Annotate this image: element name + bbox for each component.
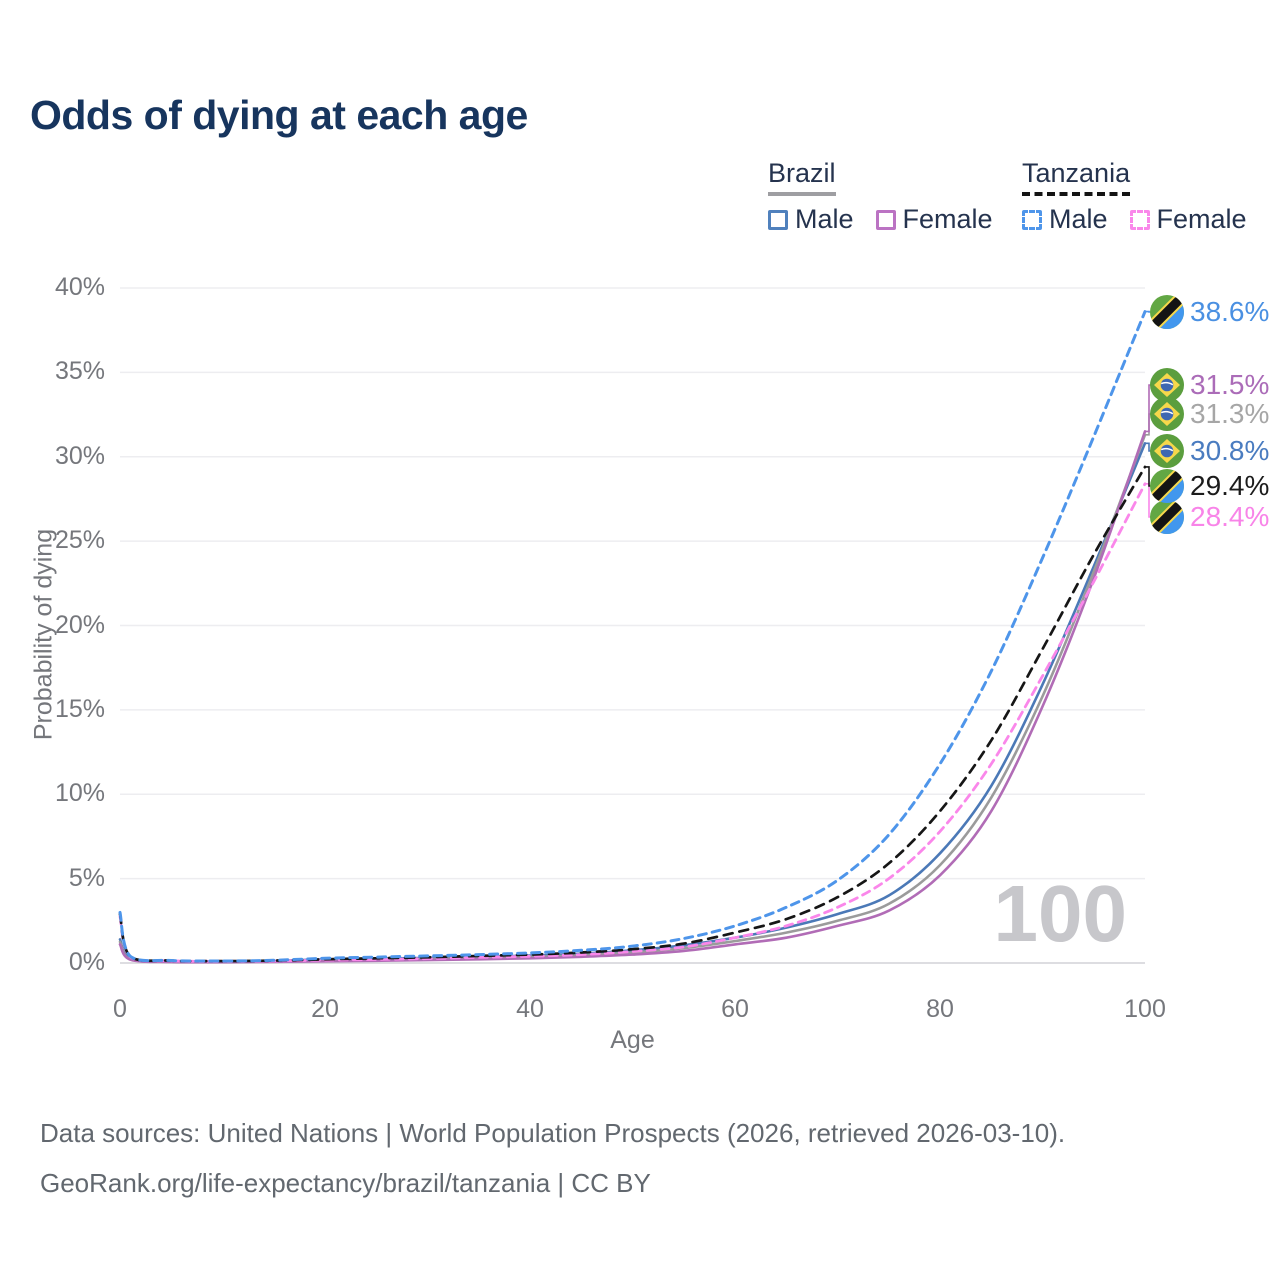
end-label-value: 38.6% (1190, 296, 1270, 327)
tanzania-flag-icon (1150, 500, 1184, 534)
y-tick-label: 25% (54, 526, 105, 555)
legend-item-brazil-female[interactable]: Female (875, 204, 993, 235)
brazil-male-swatch-icon (768, 209, 788, 230)
legend-item-brazil-male[interactable]: Male (768, 204, 854, 235)
end-label-value: 31.5% (1190, 369, 1270, 400)
y-tick-label: 35% (54, 357, 105, 386)
footer-attribution: GeoRank.org/life-expectancy/brazil/tanza… (40, 1168, 651, 1198)
y-tick-label: 40% (54, 273, 105, 301)
x-tick-label: 0 (113, 995, 127, 1023)
legend-item-label: Male (795, 204, 854, 234)
end-label-brazil-total: 31.3% (1150, 397, 1269, 431)
x-tick-label: 60 (721, 995, 749, 1023)
y-tick-label: 30% (54, 441, 105, 470)
series-line-tanzania-male (118, 310, 1147, 963)
tanzania-flag-icon (1150, 295, 1184, 329)
footer-sources: Data sources: United Nations | World Pop… (40, 1118, 1066, 1148)
end-label-tanzania-male: 38.6% (1150, 295, 1269, 329)
legend-item-label: Female (902, 204, 993, 234)
legend-item-tanzania-male[interactable]: Male (1022, 204, 1108, 235)
page-title: Odds of dying at each age (30, 92, 528, 138)
end-label-brazil-male: 30.8% (1150, 434, 1269, 468)
y-tick-label: 5% (68, 863, 105, 892)
legend-group-tanzania: Tanzania Male Female (1022, 158, 1269, 235)
x-tick-label: 20 (311, 995, 339, 1023)
x-tick-label: 80 (926, 995, 954, 1023)
legend-country-tanzania: Tanzania (1022, 158, 1131, 196)
y-tick-label: 15% (54, 694, 105, 723)
legend-item-label: Female (1156, 204, 1247, 234)
end-label-value: 31.3% (1190, 398, 1270, 429)
brazil-flag-icon (1150, 368, 1184, 402)
legend-group-brazil: Brazil Male Female (768, 158, 1015, 235)
end-label-tanzania-total: 29.4% (1150, 469, 1269, 503)
y-tick-label: 10% (54, 779, 105, 808)
end-label-value: 28.4% (1190, 501, 1270, 532)
tanzania-flag-icon (1150, 469, 1184, 503)
end-label-value: 30.8% (1190, 435, 1270, 466)
legend: Brazil Male Female Tanzania Male (0, 158, 1280, 238)
legend-item-label: Male (1049, 204, 1108, 234)
x-tick-label: 100 (1124, 995, 1166, 1023)
brazil-flag-icon (1150, 434, 1184, 468)
end-label-brazil-female: 31.5% (1150, 368, 1269, 402)
tanzania-female-swatch-icon (1129, 209, 1150, 230)
x-axis-title: Age (610, 1026, 655, 1054)
tanzania-male-swatch-icon (1022, 209, 1042, 230)
y-tick-label: 0% (68, 948, 105, 976)
footer: Data sources: United Nations | World Pop… (40, 1108, 1065, 1208)
x-tick-label: 40 (516, 995, 544, 1023)
end-label-tanzania-female: 28.4% (1150, 500, 1269, 534)
legend-country-brazil: Brazil (768, 158, 836, 196)
brazil-female-swatch-icon (875, 209, 896, 230)
age-watermark: 100 (993, 869, 1127, 958)
brazil-flag-icon (1150, 397, 1184, 431)
y-tick-label: 20% (54, 610, 105, 639)
legend-item-tanzania-female[interactable]: Female (1129, 204, 1247, 235)
end-label-value: 29.4% (1190, 470, 1270, 501)
